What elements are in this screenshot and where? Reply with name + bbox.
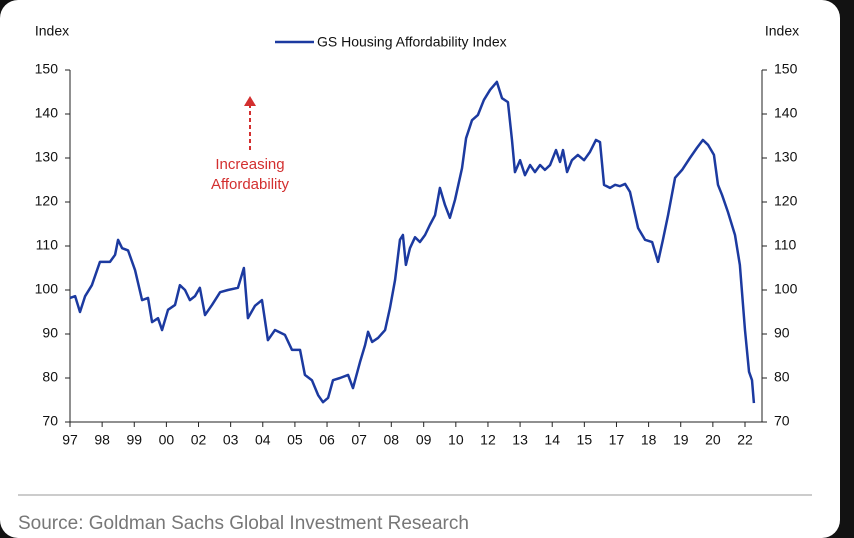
y2-tick-label: 100 [774, 281, 798, 297]
y-tick-label: 70 [42, 413, 58, 429]
x-tick-label: 12 [480, 432, 496, 448]
x-tick-label: 08 [384, 432, 400, 448]
x-tick-label: 17 [609, 432, 625, 448]
y-tick-label: 130 [35, 149, 59, 165]
annotation: Affordability [211, 176, 290, 193]
y2-tick-label: 70 [774, 413, 790, 429]
y2-tick-label: 90 [774, 325, 790, 341]
y-tick-label: 120 [35, 193, 59, 209]
x-tick-label: 97 [62, 432, 78, 448]
y-tick-label: 100 [35, 281, 59, 297]
y-tick-label: 90 [42, 325, 58, 341]
y-tick-label: 140 [35, 105, 59, 121]
x-tick-label: 15 [577, 432, 593, 448]
x-tick-label: 07 [351, 432, 367, 448]
x-tick-label: 05 [287, 432, 303, 448]
x-tick-label: 18 [641, 432, 657, 448]
x-tick-label: 00 [159, 432, 175, 448]
legend-label: GS Housing Affordability Index [317, 34, 507, 50]
y2-tick-label: 120 [774, 193, 798, 209]
y2-axis-label: Index [765, 23, 799, 39]
y2-tick-label: 80 [774, 369, 790, 385]
x-tick-label: 06 [319, 432, 335, 448]
annotation: Increasing [215, 156, 284, 173]
x-tick-label: 09 [416, 432, 432, 448]
y2-tick-label: 140 [774, 105, 798, 121]
x-tick-label: 22 [737, 432, 753, 448]
series-line [69, 80, 756, 404]
y-tick-label: 110 [36, 237, 59, 253]
x-tick-label: 20 [705, 432, 721, 448]
x-tick-label: 02 [191, 432, 207, 448]
y-tick-label: 80 [42, 369, 58, 385]
x-tick-label: 14 [544, 432, 560, 448]
annotation-arrowhead [244, 96, 256, 106]
x-tick-label: 03 [223, 432, 239, 448]
y2-tick-label: 130 [774, 149, 798, 165]
source-note: Source: Goldman Sachs Global Investment … [18, 513, 469, 534]
x-tick-label: 98 [94, 432, 110, 448]
y-axis-label: Index [35, 23, 69, 39]
x-tick-label: 13 [512, 432, 528, 448]
y2-tick-label: 150 [774, 61, 798, 77]
y-tick-label: 150 [35, 61, 59, 77]
y2-tick-label: 110 [774, 237, 797, 253]
x-tick-label: 19 [673, 432, 689, 448]
x-tick-label: 04 [255, 432, 271, 448]
x-tick-label: 99 [126, 432, 142, 448]
x-tick-label: 10 [448, 432, 464, 448]
